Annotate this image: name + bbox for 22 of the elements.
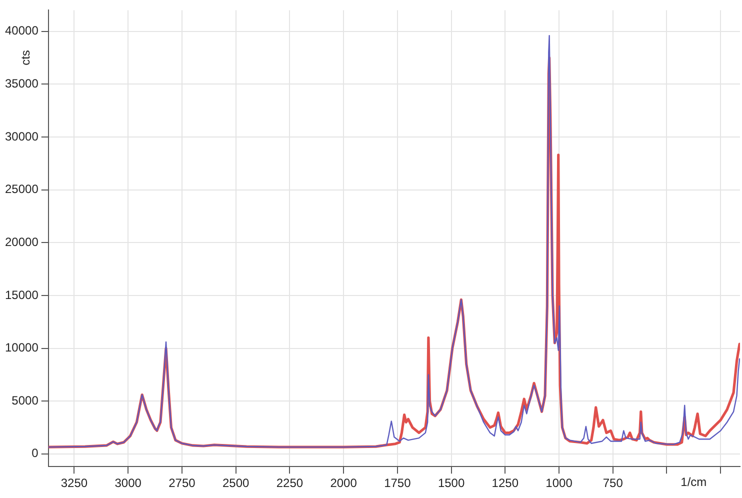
y-tick-label: 30000 — [4, 129, 39, 144]
y-tick-label: 5000 — [12, 393, 39, 408]
x-tick-label: 2000 — [330, 476, 358, 490]
x-tick-label: 2250 — [276, 476, 304, 490]
y-tick-label: 20000 — [4, 234, 39, 249]
x-tick-label: 750 — [602, 476, 624, 490]
x-tick-label: 2750 — [168, 476, 196, 490]
y-tick-label: 0 — [32, 446, 39, 460]
y-tick-label: 35000 — [4, 76, 39, 90]
y-axis-title: cts — [18, 50, 33, 66]
x-tick-label: 3250 — [60, 476, 88, 490]
y-tick-label: 25000 — [4, 182, 39, 196]
x-tick-label: 2500 — [222, 476, 250, 490]
x-tick-label: 1750 — [384, 476, 412, 490]
x-tick-label: 1250 — [492, 476, 519, 490]
y-tick-label: 15000 — [4, 288, 39, 302]
y-tick-label: 40000 — [4, 24, 39, 38]
x-tick-label: 1000 — [546, 476, 573, 490]
x-axis-title: 1/cm — [680, 474, 707, 489]
x-tick-label: 3000 — [114, 476, 142, 490]
x-tick-label: 1500 — [438, 476, 465, 490]
y-tick-label: 10000 — [4, 340, 39, 355]
